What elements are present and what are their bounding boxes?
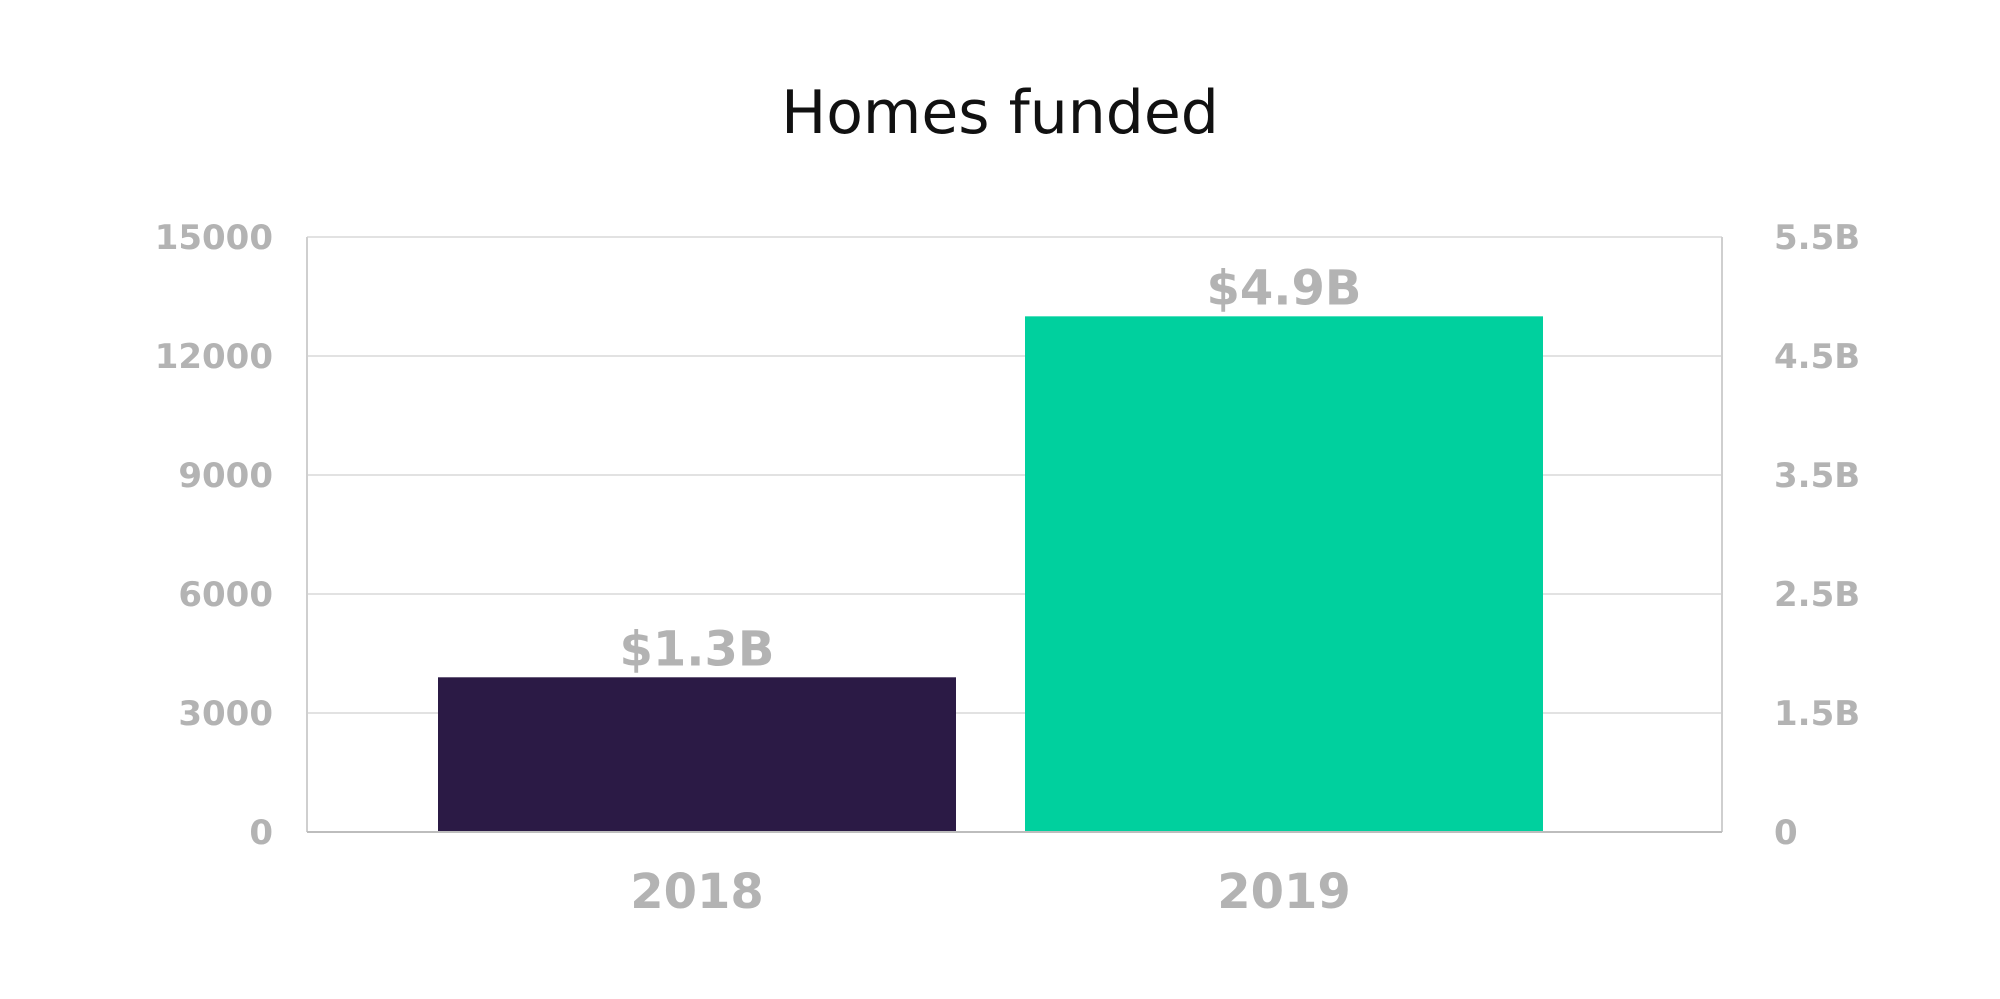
y-right-tick-label: 0 (1774, 813, 1798, 853)
y-right-tick-label: 1.5B (1774, 694, 1860, 734)
data-label-2019: $4.9B (1206, 260, 1361, 316)
y-axis-right: 0 1.5B 2.5B 3.5B 4.5B 5.5B (1774, 218, 1860, 853)
y-axis-left: 0 3000 6000 9000 12000 15000 (155, 218, 273, 853)
y-right-tick-label: 4.5B (1774, 337, 1860, 377)
bar-2019 (1025, 316, 1543, 832)
plot-frame (306, 236, 1723, 833)
x-tick-label-2018: 2018 (630, 864, 764, 920)
y-right-tick-label: 3.5B (1774, 456, 1860, 496)
y-left-tick-label: 0 (249, 813, 273, 853)
x-tick-label-2019: 2019 (1217, 864, 1351, 920)
y-left-tick-label: 3000 (178, 694, 273, 734)
y-left-tick-label: 15000 (155, 218, 273, 258)
y-right-tick-label: 2.5B (1774, 575, 1860, 615)
chart-title: Homes funded (781, 78, 1219, 148)
y-left-tick-label: 12000 (155, 337, 273, 377)
x-axis: 2018 2019 (630, 864, 1351, 920)
bars (438, 316, 1543, 832)
y-left-tick-label: 6000 (178, 575, 273, 615)
y-left-tick-label: 9000 (178, 456, 273, 496)
data-labels: $1.3B $4.9B (619, 260, 1361, 677)
y-right-tick-label: 5.5B (1774, 218, 1860, 258)
bar-2018 (438, 677, 956, 832)
data-label-2018: $1.3B (619, 621, 774, 677)
